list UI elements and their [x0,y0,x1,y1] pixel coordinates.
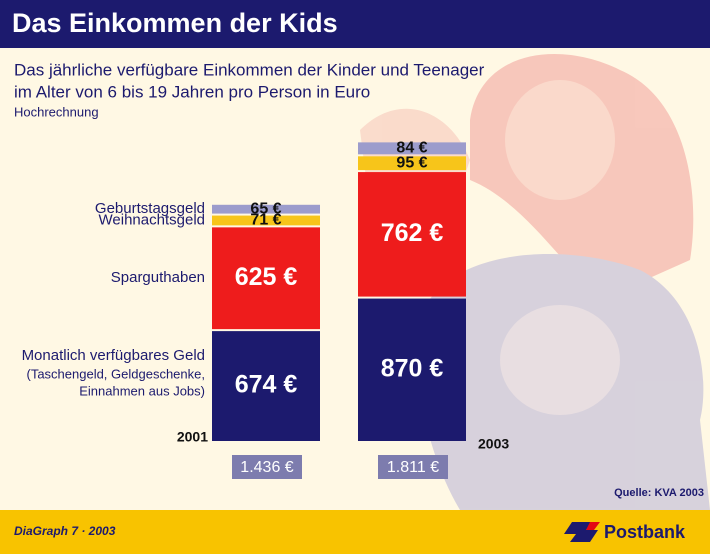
note: Hochrechnung [14,104,99,119]
category-label: 2003 [478,436,509,452]
legend-label: Monatlich verfügbares Geld [22,347,205,364]
value-label: 84 € [396,140,427,157]
value-label: 870 € [381,354,444,382]
bar-segment [212,215,320,226]
brand: Postbank [604,522,686,542]
total-label: 1.811 € [387,459,439,476]
value-label: 762 € [381,219,444,247]
subtitle: im Alter von 6 bis 19 Jahren pro Person … [14,82,370,101]
legend-label: Geburtstagsgeld [95,200,205,217]
subtitle: Das jährliche verfügbare Einkommen der K… [14,60,485,79]
bar-segment [212,331,320,441]
title: Das Einkommen der Kids [12,8,338,38]
value-label: 625 € [235,263,298,291]
legend-label: Weihnachtsgeld [99,211,205,228]
bar-segment [212,204,320,214]
legend-label: Sparguthaben [111,269,205,286]
value-label: 95 € [396,154,427,171]
bar-segment [212,227,320,330]
total-box [232,455,302,479]
source: Quelle: KVA 2003 [614,487,704,499]
total-box [378,455,448,479]
bar-segment [358,298,466,441]
bar-segment [358,142,466,155]
value-label: 674 € [235,371,298,399]
legend-note: Einnahmen aus Jobs) [79,383,205,398]
plot: 674 € Monatlich verfügbares Geld (Tascheng… [22,140,509,479]
legend-note: (Taschengeld, Geldgeschenke, [26,366,205,381]
value-label: 65 € [250,200,281,217]
total-label: 1.436 € [240,459,293,476]
value-label: 71 € [250,212,281,229]
bar-segment [358,172,466,297]
bar-segment [358,156,466,171]
footer: DiaGraph 7 · 2003 [14,524,116,538]
logo [564,522,600,542]
category-label: 2001 [177,429,208,445]
title-bar [0,0,710,48]
